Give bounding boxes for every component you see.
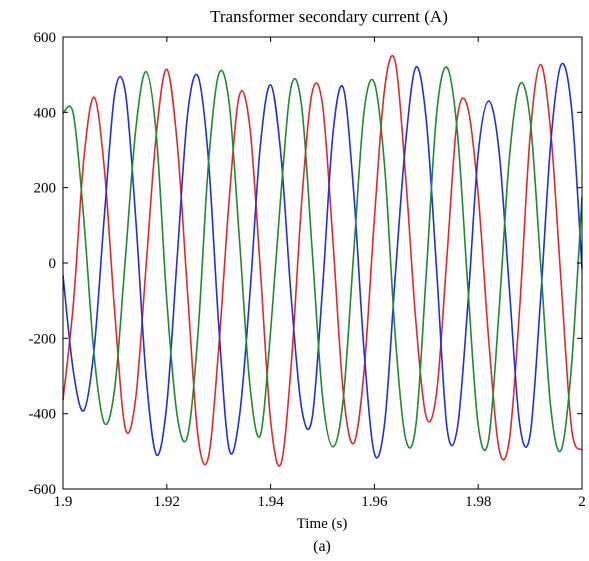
x-tick-label: 1.96 — [361, 494, 388, 510]
y-tick-label: -600 — [29, 482, 57, 498]
series-line-2 — [62, 62, 583, 459]
y-tick-label: 200 — [34, 181, 57, 197]
y-tick-label: -400 — [29, 407, 57, 423]
x-tick-label: 1.92 — [154, 494, 180, 510]
y-tick-label: 0 — [49, 256, 57, 272]
y-tick-label: -200 — [29, 331, 57, 347]
series-layer — [62, 54, 583, 467]
x-axis-ticks: 1.9 1.92 1.94 1.96 1.98 2 — [54, 37, 586, 510]
x-tick-label: 1.9 — [54, 494, 73, 510]
series-line-3 — [62, 66, 583, 453]
x-axis-label: Time (s) — [297, 516, 348, 532]
y-axis-ticks: -600 -400 -200 0 200 400 600 — [29, 30, 582, 498]
x-tick-label: 2 — [578, 494, 586, 510]
chart-title: Transformer secondary current (A) — [210, 7, 448, 26]
series-line-1 — [62, 54, 583, 467]
y-tick-label: 600 — [34, 30, 57, 46]
figure-caption: (a) — [313, 538, 331, 555]
y-tick-label: 400 — [34, 105, 57, 121]
x-tick-label: 1.98 — [465, 494, 491, 510]
x-tick-label: 1.94 — [257, 494, 284, 510]
